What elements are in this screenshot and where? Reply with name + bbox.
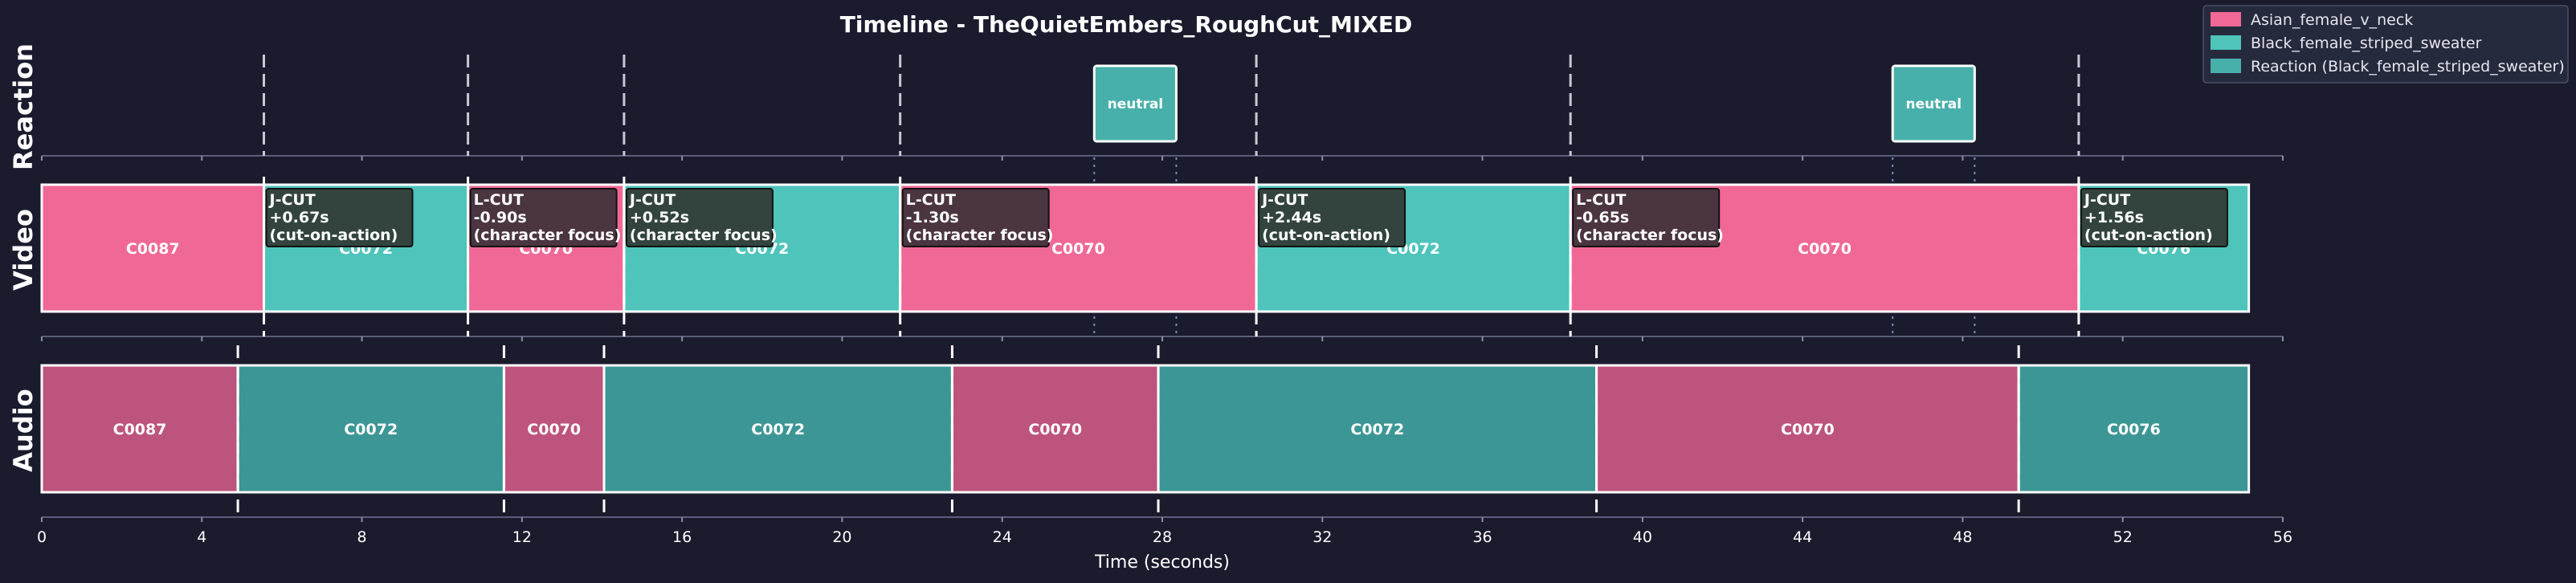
cut-annotation-box [625,188,774,247]
audio-clip-label: C0087 [113,421,167,438]
x-tick-label: 4 [197,528,206,546]
audio-clip-label: C0070 [1781,421,1835,438]
x-tick-label: 8 [357,528,367,546]
reaction-clip [1891,64,1976,143]
video-clip-label: C0070 [1798,240,1851,258]
cut-annotation-text: J-CUT [1260,191,1308,209]
legend-swatch [2211,35,2241,50]
track-label-video: Video [8,209,39,291]
audio-clip-label: C0070 [527,421,581,438]
audio-clip [2017,364,2251,494]
cut-annotation-box [2080,188,2228,247]
x-tick-label: 12 [512,528,532,546]
cut-annotation-box [265,188,414,247]
x-axis-label: Time (seconds) [1094,552,1230,573]
chart-title: Timeline - TheQuietEmbers_RoughCut_MIXED [840,11,1412,38]
x-tick-label: 44 [1793,528,1812,546]
track-label-audio: Audio [8,389,39,471]
legend-box [2202,5,2569,84]
video-clip-label: C0070 [1051,240,1105,258]
cut-annotation-text: +0.52s [630,209,689,226]
audio-clip [1157,364,1598,494]
audio-clip [602,364,953,494]
cut-annotation-text: (character focus) [630,226,778,244]
x-tick-label: 24 [993,528,1012,546]
cut-annotation-box [901,188,1050,247]
cut-annotation-text: +2.44s [1262,209,1321,226]
audio-clip-label: C0072 [344,421,398,438]
cut-annotation-text: (character focus) [1576,226,1724,244]
audio-clip-label: C0072 [751,421,805,438]
cut-annotation-text: (cut-on-action) [2084,226,2213,244]
cut-annotation-text: J-CUT [2083,191,2130,209]
cut-annotation-text: (character focus) [906,226,1054,244]
legend-swatch [2211,12,2241,26]
cut-annotation-text: L-CUT [1576,191,1626,209]
legend-label: Black_female_striped_sweater [2251,35,2482,52]
x-tick-label: 0 [37,528,47,546]
cut-annotation-text: (character focus) [474,226,622,244]
audio-clip-label: C0076 [2107,421,2161,438]
legend-swatch [2211,59,2241,73]
track-label-reaction: Reaction [8,43,39,170]
audio-clip [236,364,505,494]
cut-annotation-box [1258,188,1406,247]
reaction-clip-label: neutral [1108,96,1164,112]
audio-clip [1595,364,2020,494]
audio-clip-label: C0070 [1028,421,1082,438]
legend: Asian_female_v_neck Black_female_striped_… [2202,5,2569,84]
x-tick-label: 16 [672,528,692,546]
cut-annotation-text: J-CUT [268,191,316,209]
audio-clip-label: C0072 [1350,421,1404,438]
cut-annotation-box [1572,188,1721,247]
cut-annotation-text: -1.30s [906,209,959,226]
reaction-clip [1092,64,1178,143]
cut-annotation-text: L-CUT [906,191,956,209]
cut-annotation-text: J-CUT [628,191,676,209]
x-tick-label: 48 [1953,528,1972,546]
x-tick-label: 20 [832,528,851,546]
cut-annotation-text: +0.67s [270,209,329,226]
cut-annotation-text: -0.65s [1576,209,1629,226]
video-clip [40,183,266,313]
cut-annotation-text: (cut-on-action) [270,226,398,244]
x-tick-label: 36 [1472,528,1492,546]
cut-annotation-text: (cut-on-action) [1262,226,1390,244]
cut-annotation-box [469,188,618,247]
x-tick-label: 56 [2273,528,2292,546]
x-tick-label: 52 [2113,528,2133,546]
reaction-clip-label: neutral [1906,96,1962,112]
legend-label: Reaction (Black_female_striped_sweater) [2251,58,2565,75]
cut-annotation-text: +1.56s [2084,209,2144,226]
x-tick-label: 28 [1153,528,1172,546]
x-tick-label: 40 [1633,528,1652,546]
video-clip-label: C0087 [126,240,180,258]
cut-annotation-text: -0.90s [474,209,527,226]
x-tick-label: 32 [1312,528,1332,546]
cut-annotation-text: L-CUT [474,191,524,209]
audio-clip [40,364,239,494]
audio-clip [950,364,1160,494]
legend-label: Asian_female_v_neck [2251,11,2413,29]
